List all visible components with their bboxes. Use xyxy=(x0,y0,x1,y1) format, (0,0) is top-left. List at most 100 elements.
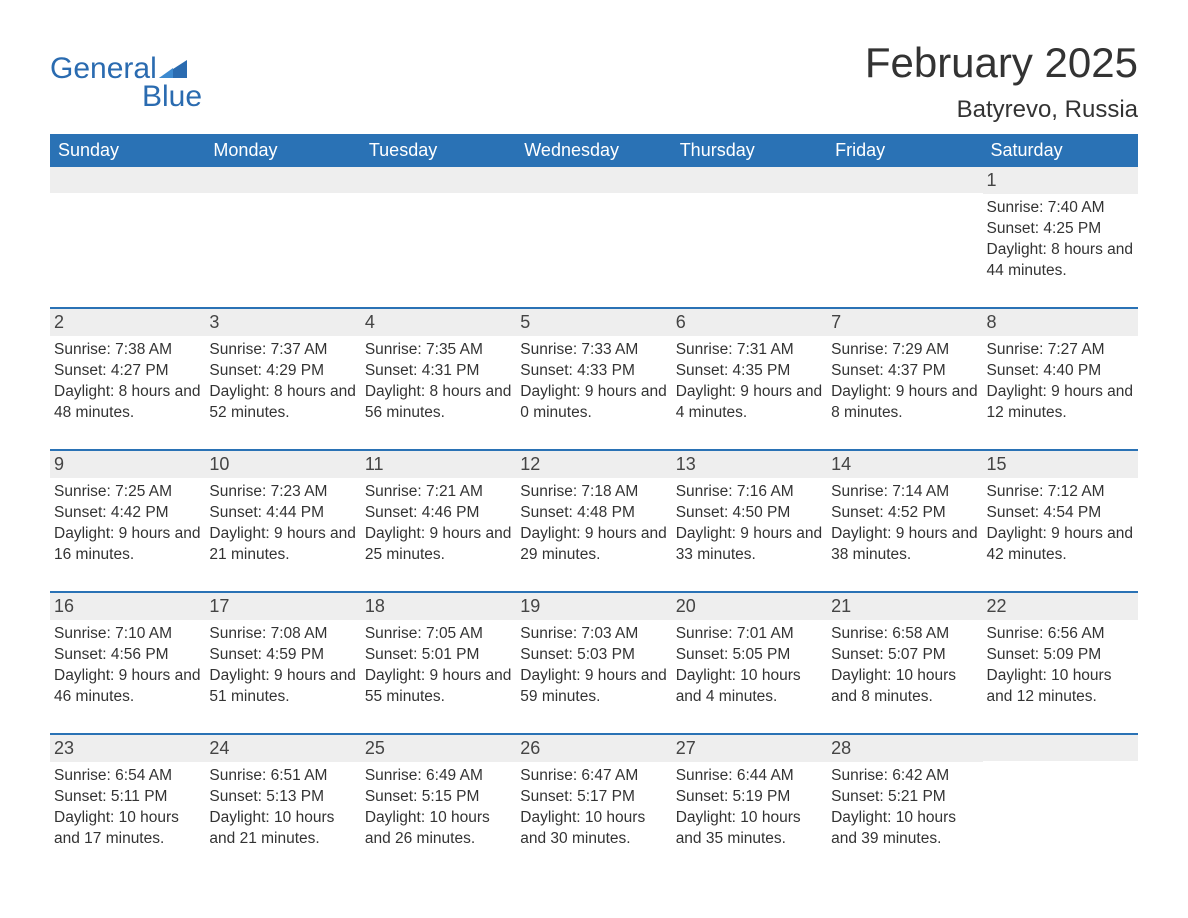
calendar-day: 21Sunrise: 6:58 AMSunset: 5:07 PMDayligh… xyxy=(827,593,982,713)
day-details xyxy=(516,193,671,201)
sunrise-line: Sunrise: 6:44 AM xyxy=(676,766,823,787)
daylight-line: Daylight: 9 hours and 42 minutes. xyxy=(987,524,1134,566)
day-number: 11 xyxy=(361,451,516,478)
day-details: Sunrise: 7:40 AMSunset: 4:25 PMDaylight:… xyxy=(983,194,1138,286)
day-details: Sunrise: 7:29 AMSunset: 4:37 PMDaylight:… xyxy=(827,336,982,428)
day-details: Sunrise: 6:58 AMSunset: 5:07 PMDaylight:… xyxy=(827,620,982,712)
sunrise-line: Sunrise: 7:03 AM xyxy=(520,624,667,645)
sunset-line: Sunset: 4:59 PM xyxy=(209,645,356,666)
day-number: 17 xyxy=(205,593,360,620)
day-details xyxy=(827,193,982,201)
day-number xyxy=(50,167,205,193)
day-number xyxy=(827,167,982,193)
day-details: Sunrise: 7:21 AMSunset: 4:46 PMDaylight:… xyxy=(361,478,516,570)
daylight-line: Daylight: 8 hours and 48 minutes. xyxy=(54,382,201,424)
calendar-week: 9Sunrise: 7:25 AMSunset: 4:42 PMDaylight… xyxy=(50,449,1138,571)
day-number xyxy=(516,167,671,193)
day-number: 27 xyxy=(672,735,827,762)
calendar-day: 17 Sunrise: 7:08 AMSunset: 4:59 PMDayligh… xyxy=(205,593,360,713)
month-title: February 2025 xyxy=(865,40,1138,86)
day-number: 18 xyxy=(361,593,516,620)
day-number: 6 xyxy=(672,309,827,336)
day-details: Sunrise: 6:54 AMSunset: 5:11 PMDaylight:… xyxy=(50,762,205,854)
calendar-week: 23Sunrise: 6:54 AMSunset: 5:11 PMDayligh… xyxy=(50,733,1138,855)
day-number: 14 xyxy=(827,451,982,478)
day-number: 25 xyxy=(361,735,516,762)
calendar-day: 14Sunrise: 7:14 AMSunset: 4:52 PMDayligh… xyxy=(827,451,982,571)
sunset-line: Sunset: 4:25 PM xyxy=(987,219,1134,240)
dow-wednesday: Wednesday xyxy=(516,134,671,167)
calendar-day: 11Sunrise: 7:21 AMSunset: 4:46 PMDayligh… xyxy=(361,451,516,571)
sunset-line: Sunset: 5:11 PM xyxy=(54,787,201,808)
sunrise-line: Sunrise: 7:35 AM xyxy=(365,340,512,361)
sunset-line: Sunset: 5:09 PM xyxy=(987,645,1134,666)
sunrise-line: Sunrise: 7:08 AM xyxy=(209,624,356,645)
day-number xyxy=(983,735,1138,761)
sunset-line: Sunset: 5:19 PM xyxy=(676,787,823,808)
daylight-line: Daylight: 9 hours and 51 minutes. xyxy=(209,666,356,708)
day-number: 4 xyxy=(361,309,516,336)
day-details: Sunrise: 7:12 AMSunset: 4:54 PMDaylight:… xyxy=(983,478,1138,570)
day-number: 19 xyxy=(516,593,671,620)
sunset-line: Sunset: 4:46 PM xyxy=(365,503,512,524)
daylight-line: Daylight: 9 hours and 59 minutes. xyxy=(520,666,667,708)
sunset-line: Sunset: 5:01 PM xyxy=(365,645,512,666)
daylight-line: Daylight: 9 hours and 12 minutes. xyxy=(987,382,1134,424)
calendar-day: 6Sunrise: 7:31 AMSunset: 4:35 PMDaylight… xyxy=(672,309,827,429)
calendar-day: 3Sunrise: 7:37 AMSunset: 4:29 PMDaylight… xyxy=(205,309,360,429)
header: General Blue February 2025 Batyrevo, Rus… xyxy=(50,40,1138,124)
day-details: Sunrise: 6:49 AMSunset: 5:15 PMDaylight:… xyxy=(361,762,516,854)
sunrise-line: Sunrise: 6:58 AM xyxy=(831,624,978,645)
day-details: Sunrise: 7:23 AMSunset: 4:44 PMDaylight:… xyxy=(205,478,360,570)
sunset-line: Sunset: 5:21 PM xyxy=(831,787,978,808)
day-details: Sunrise: 7:03 AMSunset: 5:03 PMDaylight:… xyxy=(516,620,671,712)
day-number: 5 xyxy=(516,309,671,336)
sunset-line: Sunset: 4:27 PM xyxy=(54,361,201,382)
day-details: Sunrise: 7:05 AMSunset: 5:01 PMDaylight:… xyxy=(361,620,516,712)
daylight-line: Daylight: 9 hours and 4 minutes. xyxy=(676,382,823,424)
calendar-day xyxy=(827,167,982,287)
calendar-day xyxy=(983,735,1138,855)
logo-text-general: General xyxy=(50,54,157,84)
daylight-line: Daylight: 9 hours and 21 minutes. xyxy=(209,524,356,566)
calendar-day: 25Sunrise: 6:49 AMSunset: 5:15 PMDayligh… xyxy=(361,735,516,855)
daylight-line: Daylight: 10 hours and 35 minutes. xyxy=(676,808,823,850)
dow-sunday: Sunday xyxy=(50,134,205,167)
calendar-day: 19Sunrise: 7:03 AMSunset: 5:03 PMDayligh… xyxy=(516,593,671,713)
day-details: Sunrise: 7:35 AMSunset: 4:31 PMDaylight:… xyxy=(361,336,516,428)
sunrise-line: Sunrise: 7:33 AM xyxy=(520,340,667,361)
sunrise-line: Sunrise: 7:37 AM xyxy=(209,340,356,361)
day-details: Sunrise: 7:16 AMSunset: 4:50 PMDaylight:… xyxy=(672,478,827,570)
day-details xyxy=(983,761,1138,769)
sunrise-line: Sunrise: 6:54 AM xyxy=(54,766,201,787)
sunset-line: Sunset: 5:05 PM xyxy=(676,645,823,666)
daylight-line: Daylight: 10 hours and 4 minutes. xyxy=(676,666,823,708)
day-details: Sunrise: 7:14 AMSunset: 4:52 PMDaylight:… xyxy=(827,478,982,570)
day-number: 10 xyxy=(205,451,360,478)
logo: General Blue xyxy=(50,40,202,112)
sunset-line: Sunset: 4:42 PM xyxy=(54,503,201,524)
day-number: 28 xyxy=(827,735,982,762)
calendar-day: 24Sunrise: 6:51 AMSunset: 5:13 PMDayligh… xyxy=(205,735,360,855)
calendar-day: 20Sunrise: 7:01 AMSunset: 5:05 PMDayligh… xyxy=(672,593,827,713)
calendar-day: 23Sunrise: 6:54 AMSunset: 5:11 PMDayligh… xyxy=(50,735,205,855)
sunrise-line: Sunrise: 6:51 AM xyxy=(209,766,356,787)
day-number xyxy=(205,167,360,193)
day-number: 2 xyxy=(50,309,205,336)
sunset-line: Sunset: 5:13 PM xyxy=(209,787,356,808)
calendar-day xyxy=(361,167,516,287)
sunset-line: Sunset: 4:48 PM xyxy=(520,503,667,524)
sunrise-line: Sunrise: 7:16 AM xyxy=(676,482,823,503)
day-number: 21 xyxy=(827,593,982,620)
daylight-line: Daylight: 10 hours and 39 minutes. xyxy=(831,808,978,850)
calendar-day xyxy=(516,167,671,287)
day-number: 12 xyxy=(516,451,671,478)
calendar-day: 16Sunrise: 7:10 AMSunset: 4:56 PMDayligh… xyxy=(50,593,205,713)
day-details: Sunrise: 6:47 AMSunset: 5:17 PMDaylight:… xyxy=(516,762,671,854)
dow-thursday: Thursday xyxy=(672,134,827,167)
calendar-day xyxy=(50,167,205,287)
calendar-day xyxy=(205,167,360,287)
day-number: 9 xyxy=(50,451,205,478)
calendar-week: 16Sunrise: 7:10 AMSunset: 4:56 PMDayligh… xyxy=(50,591,1138,713)
calendar-page: General Blue February 2025 Batyrevo, Rus… xyxy=(0,0,1188,895)
